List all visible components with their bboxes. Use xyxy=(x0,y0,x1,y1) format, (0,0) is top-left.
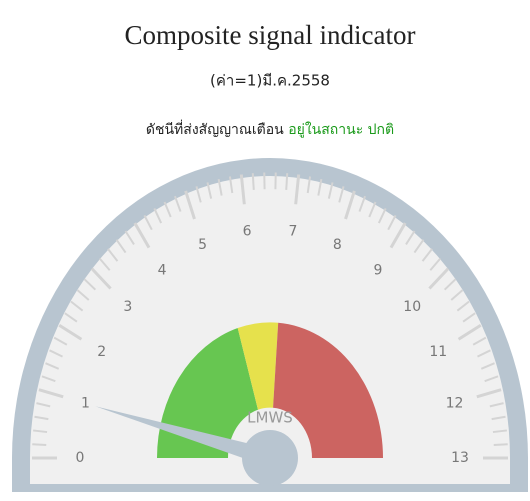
major-tick xyxy=(294,174,301,205)
minor-tick xyxy=(484,375,499,383)
minor-tick xyxy=(34,415,49,421)
major-tick xyxy=(457,324,482,341)
major-tick xyxy=(184,190,196,220)
minor-tick xyxy=(450,289,464,301)
minor-tick xyxy=(492,429,508,434)
minor-tick xyxy=(405,230,416,245)
tick-label: 7 xyxy=(288,224,297,240)
tick-label: 3 xyxy=(123,299,132,315)
minor-tick xyxy=(327,182,334,199)
gauge-band xyxy=(237,322,279,410)
tick-label: 6 xyxy=(243,224,252,240)
needle xyxy=(95,406,273,467)
minor-tick xyxy=(83,278,97,291)
minor-tick xyxy=(443,278,457,291)
minor-tick xyxy=(76,289,90,301)
tick-label: 9 xyxy=(373,262,382,278)
minor-tick xyxy=(143,214,153,231)
chart-title: Composite signal indicator xyxy=(125,20,416,50)
major-tick xyxy=(389,222,407,249)
minor-tick xyxy=(153,207,163,224)
major-tick xyxy=(344,190,356,220)
minor-tick xyxy=(98,257,111,271)
minor-tick xyxy=(115,239,127,254)
gauge-band xyxy=(273,322,383,458)
major-tick xyxy=(239,174,246,205)
minor-tick xyxy=(174,195,182,212)
minor-tick xyxy=(306,176,312,194)
tick-label: 11 xyxy=(429,344,447,360)
tick-label: 13 xyxy=(451,450,469,466)
minor-tick xyxy=(489,402,504,408)
major-tick xyxy=(38,388,64,399)
tick-label: 10 xyxy=(403,299,421,315)
minor-tick xyxy=(41,375,56,383)
gauge-band xyxy=(157,328,258,458)
needle-hub xyxy=(242,430,298,486)
status-line: ดัชนีที่ส่งสัญญาณเตือน อยู่ในสถานะ ปกติ xyxy=(146,120,394,138)
minor-tick xyxy=(338,186,345,203)
status: อยู่ในสถานะ ปกติ xyxy=(288,121,394,138)
minor-tick xyxy=(429,257,442,271)
minor-tick xyxy=(163,201,172,218)
minor-tick xyxy=(387,214,397,231)
minor-tick xyxy=(317,178,323,196)
minor-tick xyxy=(64,312,78,323)
major-tick xyxy=(90,267,112,290)
major-tick xyxy=(133,222,151,249)
minor-tick xyxy=(107,248,119,262)
minor-tick xyxy=(228,176,234,194)
minor-tick xyxy=(413,239,425,254)
minor-tick xyxy=(493,443,508,447)
minor-tick xyxy=(377,207,387,224)
minor-tick xyxy=(32,443,47,447)
tick-label: 0 xyxy=(76,450,85,466)
status-label: ดัชนีที่ส่งสัญญาณเตือน xyxy=(146,120,284,138)
minor-tick xyxy=(368,201,377,218)
minor-tick xyxy=(206,182,213,199)
tick-label: 12 xyxy=(446,395,464,411)
center-label: LMWS xyxy=(247,409,293,427)
minor-tick xyxy=(124,230,135,245)
minor-tick xyxy=(462,312,476,323)
major-tick xyxy=(58,324,83,341)
major-tick xyxy=(428,267,450,290)
tick-label: 2 xyxy=(97,344,106,360)
minor-tick xyxy=(421,248,433,262)
minor-tick xyxy=(477,349,491,358)
minor-tick xyxy=(456,300,470,312)
minor-tick xyxy=(45,362,60,370)
minor-tick xyxy=(70,300,84,312)
tick-label: 4 xyxy=(158,262,167,278)
minor-tick xyxy=(251,173,255,190)
minor-tick xyxy=(472,336,487,346)
minor-tick xyxy=(49,349,63,358)
minor-tick xyxy=(480,362,495,370)
minor-tick xyxy=(358,195,366,212)
chart-subtitle: (ค่า=1)มี.ค.2558 xyxy=(210,72,330,90)
major-tick xyxy=(476,388,502,399)
minor-tick xyxy=(53,336,68,346)
minor-tick xyxy=(32,429,48,434)
minor-tick xyxy=(195,186,202,203)
tick-label: 5 xyxy=(198,237,207,253)
tick-label: 1 xyxy=(81,395,90,411)
minor-tick xyxy=(217,178,223,196)
minor-tick xyxy=(36,402,51,408)
minor-tick xyxy=(285,173,289,190)
minor-tick xyxy=(491,415,506,421)
tick-label: 8 xyxy=(333,237,342,253)
